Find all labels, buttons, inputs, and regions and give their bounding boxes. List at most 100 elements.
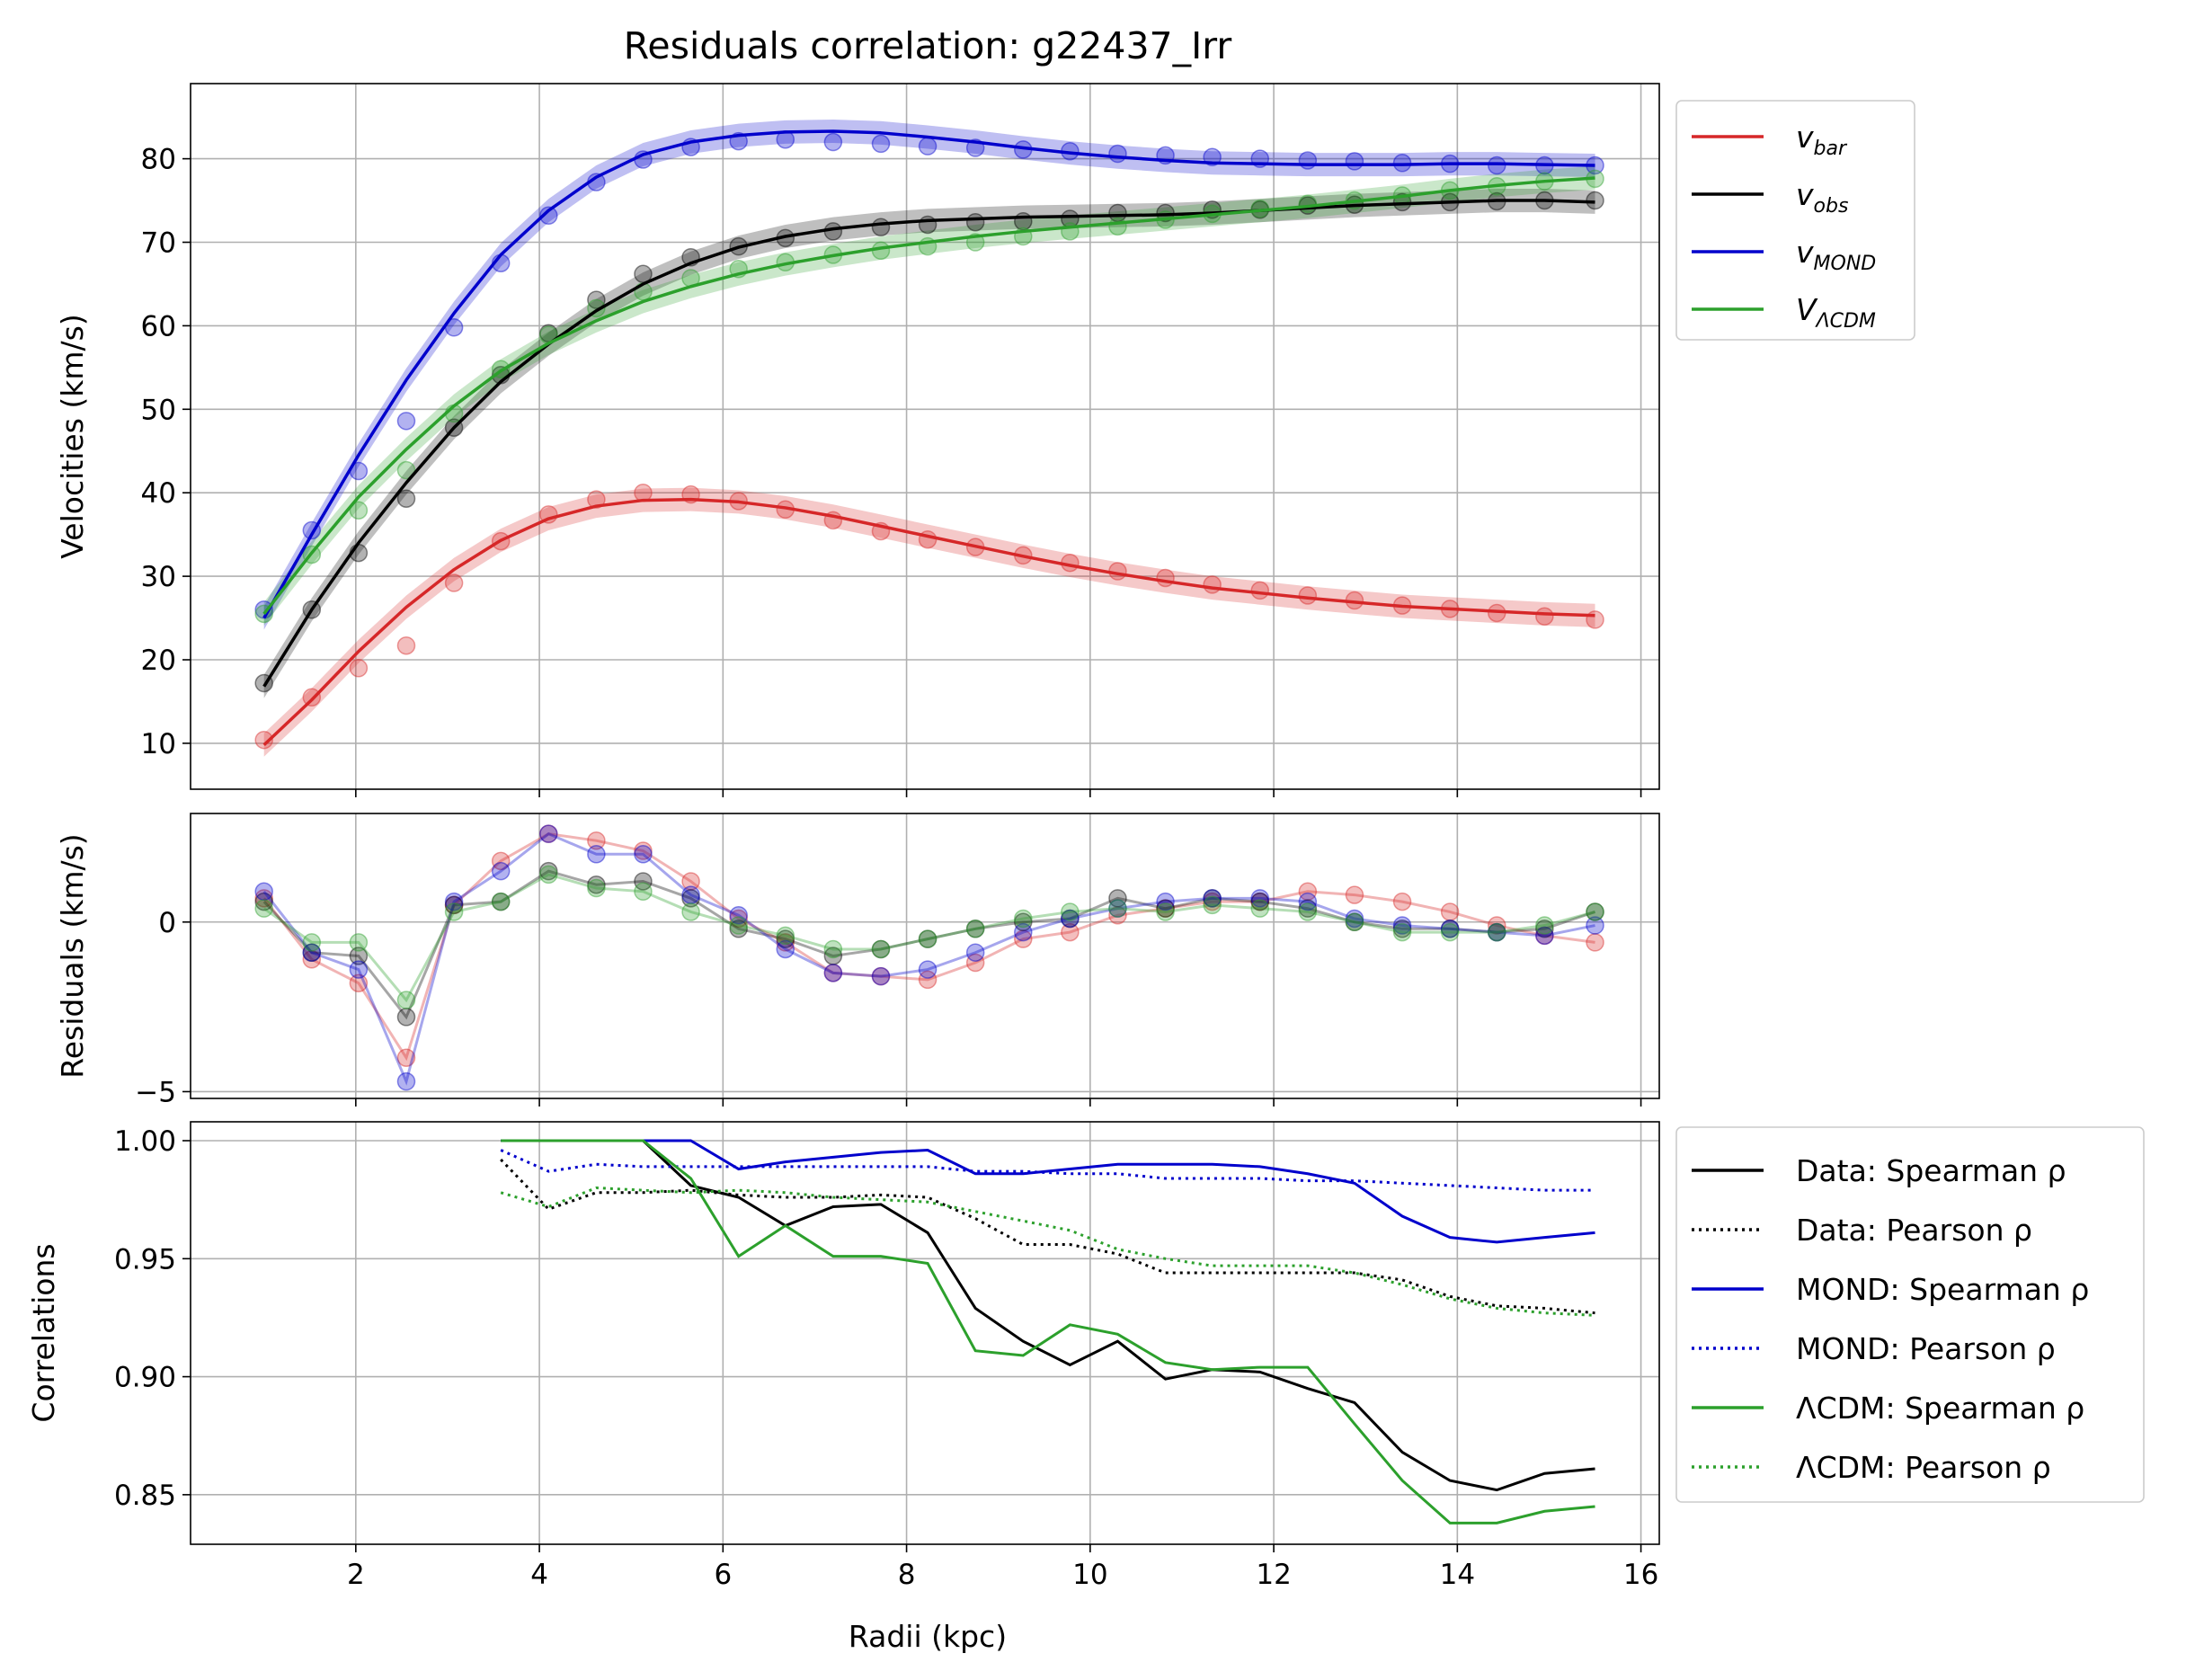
tick-label-y: −5 xyxy=(135,1076,176,1108)
data-point-vlcdm xyxy=(349,501,369,520)
residual-point-vmond xyxy=(1061,909,1080,929)
ylabel-residuals: Residuals (km/s) xyxy=(55,833,90,1078)
residual-point-vmond xyxy=(1156,892,1175,911)
data-point-vmond xyxy=(918,137,938,156)
residual-point-vlcdm xyxy=(1440,922,1460,942)
residual-point-vbar xyxy=(1440,902,1460,921)
tick-label-x: 2 xyxy=(347,1559,365,1591)
fit-line-vobs xyxy=(262,199,1595,688)
residual-point-vbar xyxy=(1203,892,1222,911)
residual-point-vmond xyxy=(1535,926,1554,946)
residual-point-vmond xyxy=(965,943,985,962)
panel-correlations: 2 4 6 8 10 12 14 16 0.85 0.90 0.95 1.00 Correlation… xyxy=(26,1121,1660,1591)
fit-line-vlcdm xyxy=(262,176,1595,615)
residual-point-vmond xyxy=(1203,889,1222,908)
residual-point-vmond xyxy=(1298,892,1318,911)
residual-point-vobs xyxy=(1203,889,1222,908)
residual-point-vlcdm xyxy=(1487,922,1506,942)
residual-point-vobs xyxy=(396,1008,416,1027)
residual-point-vobs xyxy=(1535,920,1554,938)
residual-point-vbar xyxy=(965,953,985,973)
residual-point-vobs xyxy=(1250,892,1270,911)
residual-point-vlcdm xyxy=(1392,922,1412,942)
residual-point-vmond xyxy=(302,943,322,962)
residual-point-vobs xyxy=(918,929,938,948)
legend-label-correlation-4: ΛCDM: Spearman ρ xyxy=(1796,1391,2084,1426)
tick-label-y: 70 xyxy=(141,227,176,260)
residual-point-vmond xyxy=(444,892,464,911)
residual-point-vmond xyxy=(396,1071,416,1091)
residual-point-vlcdm xyxy=(349,933,369,952)
data-point-vmond xyxy=(823,132,843,152)
residual-point-vobs xyxy=(965,920,985,938)
data-point-vobs xyxy=(587,290,606,309)
residual-point-vbar xyxy=(539,824,558,843)
data-point-vbar xyxy=(1203,575,1222,594)
residual-point-vobs xyxy=(681,889,700,908)
residual-point-vlcdm xyxy=(1108,899,1127,918)
data-point-vbar xyxy=(1535,607,1554,626)
xlabel: Radii (kpc) xyxy=(849,1619,1007,1654)
residual-point-vbar xyxy=(776,933,795,952)
error-band-vmond xyxy=(263,119,1595,630)
residual-line-vobs xyxy=(262,869,1595,1020)
residual-point-vbar xyxy=(444,895,464,915)
legend-label-vobs: vobs xyxy=(1796,177,1848,218)
legend-label-correlation-5: ΛCDM: Pearson ρ xyxy=(1796,1450,2051,1485)
residual-point-vmond xyxy=(1250,889,1270,908)
legend-label-correlation-0: Data: Spearman ρ xyxy=(1796,1153,2066,1188)
residual-point-vlcdm xyxy=(1298,902,1318,921)
marks-velocities xyxy=(254,129,1604,750)
tick-label-y: 10 xyxy=(141,728,176,760)
residual-point-vbar xyxy=(823,964,843,982)
residual-point-vlcdm xyxy=(539,865,558,884)
tick-label-x: 12 xyxy=(1256,1559,1291,1591)
legend-label-vlcdm: VΛCDM xyxy=(1796,292,1876,333)
correlation-line-4 xyxy=(501,1139,1595,1524)
residual-point-vbar xyxy=(1487,916,1506,935)
residual-point-vlcdm xyxy=(965,920,985,938)
residual-point-vlcdm xyxy=(491,892,511,911)
panel-residuals: −5 0 Residuals (km/s) xyxy=(55,813,1660,1108)
residual-point-vbar xyxy=(349,973,369,992)
legend-correlations: Data: Spearman ρ Data: Pearson ρ MOND: Spe… xyxy=(1675,1126,2145,1503)
fit-line-vbar xyxy=(262,497,1595,747)
residual-point-vobs xyxy=(1298,899,1318,918)
data-point-vlcdm xyxy=(396,460,416,480)
residual-point-vmond xyxy=(871,966,891,986)
residual-point-vobs xyxy=(1392,920,1412,938)
residual-point-vlcdm xyxy=(776,926,795,946)
residual-point-vobs xyxy=(1440,920,1460,938)
residual-point-vmond xyxy=(729,905,748,925)
residual-line-vlcdm xyxy=(262,873,1595,1003)
residual-point-vobs xyxy=(634,872,653,891)
residual-point-vmond xyxy=(1392,916,1412,935)
tick-label-y: 1.00 xyxy=(114,1125,176,1158)
legend-label-correlation-1: Data: Pearson ρ xyxy=(1796,1213,2032,1248)
residual-point-vbar xyxy=(1535,926,1554,946)
residual-point-vmond xyxy=(634,845,653,864)
residual-point-vlcdm xyxy=(681,902,700,921)
data-point-vbar xyxy=(444,573,464,592)
data-point-vbar xyxy=(396,636,416,655)
residual-point-vobs xyxy=(491,892,511,911)
error-band-vobs xyxy=(263,189,1595,698)
residual-point-vobs xyxy=(1156,899,1175,918)
residual-point-vbar xyxy=(491,851,511,871)
tick-label-y: 0.90 xyxy=(114,1362,176,1394)
ticks-correlations: 2 4 6 8 10 12 14 16 0.85 0.90 0.95 1.00 xyxy=(114,1125,1658,1591)
tick-label-x: 4 xyxy=(530,1559,548,1591)
data-point-vbar xyxy=(254,730,273,750)
legend-label-correlation-2: MOND: Spearman ρ xyxy=(1796,1272,2089,1307)
data-point-vbar xyxy=(1298,586,1318,605)
residual-point-vbar xyxy=(871,966,891,986)
residual-point-vobs xyxy=(729,920,748,938)
residual-point-vbar xyxy=(396,1048,416,1067)
data-point-vbar xyxy=(587,490,606,509)
tick-label-y: 50 xyxy=(141,394,176,426)
residual-point-vbar xyxy=(681,872,700,891)
residual-point-vmond xyxy=(539,824,558,843)
data-point-vbar xyxy=(1250,581,1270,600)
residual-point-vmond xyxy=(1345,909,1364,929)
residual-point-vlcdm xyxy=(254,899,273,918)
